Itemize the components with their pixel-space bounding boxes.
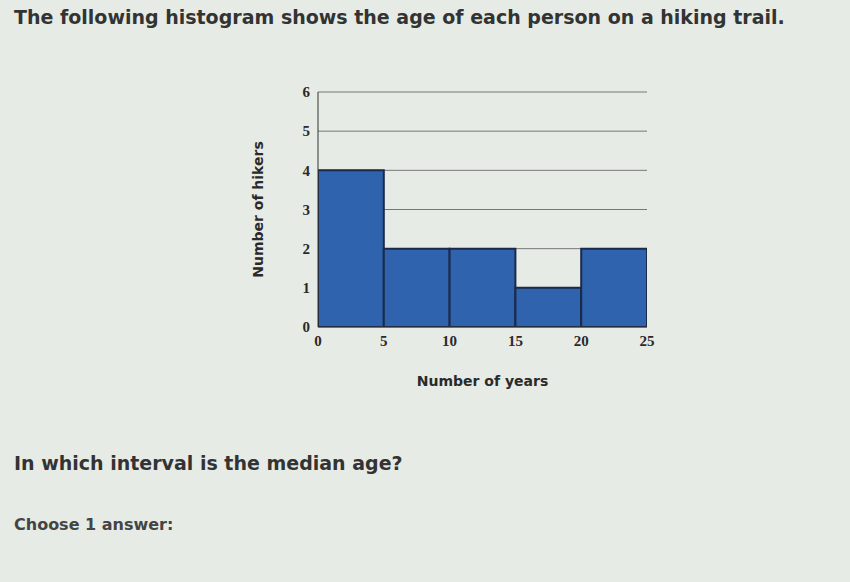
svg-text:6: 6 [303,84,311,100]
svg-text:1: 1 [303,280,311,296]
svg-text:Number of years: Number of years [417,373,548,389]
html-text:Choose 1 answer:: Choose 1 answer: [14,515,174,534]
svg-text:4: 4 [303,163,311,179]
svg-text:3: 3 [303,202,311,218]
html-text:The following histogram shows: The following histogram shows the age of… [14,6,785,28]
svg-text:2: 2 [303,241,311,257]
svg-text:5: 5 [303,123,311,139]
svg-text:0: 0 [303,319,311,335]
svg-text:25: 25 [640,333,655,349]
html-text:In which interval is the media: In which interval is the median age? [14,452,403,474]
svg-text:5: 5 [380,333,388,349]
svg-text:10: 10 [442,333,457,349]
svg-text:0: 0 [314,333,322,349]
svg-text:20: 20 [574,333,589,349]
svg-text:15: 15 [508,333,523,349]
svg-text:Number of hikers: Number of hikers [250,141,266,278]
